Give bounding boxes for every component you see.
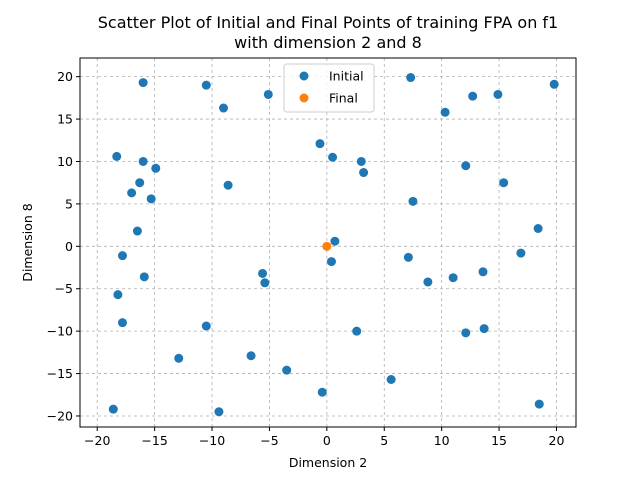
initial-point bbox=[117, 251, 127, 261]
initial-point bbox=[461, 328, 471, 338]
initial-point bbox=[440, 107, 450, 117]
chart-title-line2: with dimension 2 and 8 bbox=[234, 33, 422, 52]
initial-point bbox=[282, 365, 292, 375]
y-tick-label: 5 bbox=[65, 196, 73, 211]
initial-point bbox=[219, 103, 229, 113]
initial-point bbox=[356, 156, 366, 166]
initial-point bbox=[135, 178, 145, 188]
y-tick-label: −10 bbox=[47, 324, 73, 339]
x-tick-label: 5 bbox=[380, 433, 388, 448]
initial-point bbox=[461, 161, 471, 171]
initial-point bbox=[499, 178, 509, 188]
final-point bbox=[322, 241, 332, 251]
initial-point bbox=[138, 156, 148, 166]
x-tick-label: −15 bbox=[141, 433, 167, 448]
initial-point bbox=[493, 89, 503, 99]
x-tick-label: 20 bbox=[549, 433, 565, 448]
initial-point bbox=[468, 91, 478, 101]
initial-point bbox=[113, 290, 123, 300]
x-tick-label: 15 bbox=[491, 433, 507, 448]
initial-point bbox=[246, 351, 256, 361]
initial-point bbox=[359, 168, 369, 178]
y-tick-label: 15 bbox=[57, 112, 73, 127]
initial-point bbox=[201, 321, 211, 331]
y-tick-label: 0 bbox=[65, 239, 73, 254]
axis-ticks: −20 −15 −10 −5 0 5 10 15 20 −20 −15 −10 −5 0 5 10 15 20 bbox=[47, 69, 565, 448]
initial-point bbox=[549, 79, 559, 89]
initial-point bbox=[174, 353, 184, 363]
initial-point bbox=[201, 80, 211, 90]
x-tick-label: −10 bbox=[199, 433, 225, 448]
initial-point bbox=[386, 374, 396, 384]
initial-point bbox=[533, 224, 543, 234]
initial-point bbox=[108, 404, 118, 414]
initial-point bbox=[315, 139, 325, 149]
initial-point bbox=[534, 399, 544, 409]
initial-point bbox=[223, 180, 233, 190]
initial-point bbox=[112, 151, 122, 161]
legend-marker-initial bbox=[299, 71, 309, 81]
data-points bbox=[108, 73, 559, 417]
initial-point bbox=[117, 318, 127, 328]
initial-point bbox=[516, 248, 526, 258]
initial-point bbox=[448, 273, 458, 283]
x-tick-label: −5 bbox=[260, 433, 278, 448]
legend: Initial Final bbox=[283, 63, 375, 113]
y-tick-label: −20 bbox=[47, 408, 73, 423]
initial-point bbox=[146, 194, 156, 204]
y-tick-label: −15 bbox=[47, 366, 73, 381]
legend-label-initial: Initial bbox=[329, 69, 364, 84]
initial-point bbox=[317, 387, 327, 397]
y-tick-label: 10 bbox=[57, 154, 73, 169]
initial-point bbox=[260, 278, 270, 288]
chart-title-line1: Scatter Plot of Initial and Final Points… bbox=[98, 13, 558, 32]
legend-label-final: Final bbox=[329, 91, 358, 106]
x-tick-label: 10 bbox=[434, 433, 450, 448]
x-axis-label: Dimension 2 bbox=[289, 455, 367, 470]
initial-point bbox=[127, 188, 137, 198]
x-tick-label: −20 bbox=[84, 433, 110, 448]
initial-point bbox=[330, 236, 340, 246]
initial-point bbox=[423, 277, 433, 287]
initial-point bbox=[214, 407, 224, 417]
initial-point bbox=[326, 257, 336, 267]
initial-point bbox=[138, 78, 148, 88]
y-tick-label: −5 bbox=[55, 281, 73, 296]
initial-point bbox=[479, 324, 489, 334]
initial-point bbox=[406, 73, 416, 83]
initial-point bbox=[151, 163, 161, 173]
initial-point bbox=[403, 252, 413, 262]
y-axis-label: Dimension 8 bbox=[20, 203, 35, 281]
initial-point bbox=[408, 196, 418, 206]
legend-marker-final bbox=[299, 93, 309, 103]
initial-point bbox=[263, 89, 273, 99]
x-tick-label: 0 bbox=[323, 433, 331, 448]
initial-point bbox=[352, 326, 362, 336]
initial-point bbox=[478, 267, 488, 277]
initial-point bbox=[139, 272, 149, 282]
y-tick-label: 20 bbox=[57, 69, 73, 84]
initial-point bbox=[258, 268, 268, 278]
initial-point bbox=[132, 226, 142, 236]
plot-frame bbox=[79, 57, 577, 428]
initial-point bbox=[328, 152, 338, 162]
